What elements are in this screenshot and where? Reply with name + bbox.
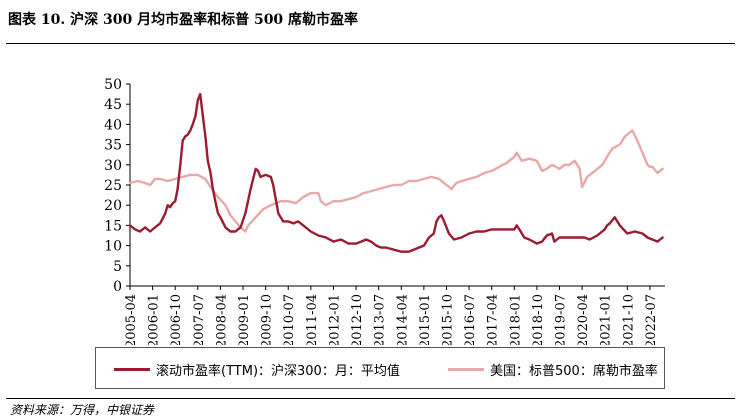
x-tick-label: 2012-10	[350, 294, 365, 345]
x-tick-label: 2015-10	[440, 294, 455, 345]
x-tick-label: 2012-01	[327, 294, 342, 345]
y-tick-label: 10	[104, 239, 122, 255]
y-tick-label: 15	[104, 218, 122, 234]
y-tick-label: 25	[104, 178, 122, 194]
x-tick-label: 2022-07	[644, 294, 659, 345]
x-tick-label: 2013-07	[373, 294, 388, 345]
legend-item-sp500: 美国：标普500：席勒市盈率	[448, 360, 658, 379]
y-tick-label: 0	[113, 279, 122, 295]
y-tick-label: 5	[113, 259, 122, 275]
x-tick-label: 2011-04	[305, 294, 320, 345]
y-tick-label: 40	[104, 117, 122, 133]
legend-swatch-hs300	[114, 367, 150, 371]
source-rule	[6, 398, 735, 399]
chart-legend: 滚动市盈率(TTM)：沪深300：月：平均值 美国：标普500：席勒市盈率	[95, 347, 665, 389]
y-tick-label: 20	[104, 198, 122, 214]
legend-swatch-sp500	[448, 367, 484, 371]
x-tick-label: 2005-04	[124, 294, 139, 345]
x-tick-label: 2021-01	[599, 294, 614, 345]
legend-label-hs300: 滚动市盈率(TTM)：沪深300：月：平均值	[156, 363, 400, 379]
x-tick-label: 2016-07	[463, 294, 478, 345]
y-tick-label: 35	[104, 138, 122, 154]
x-tick-label: 2010-07	[282, 294, 297, 345]
x-tick-label: 2018-10	[531, 294, 546, 345]
y-tick-label: 30	[104, 158, 122, 174]
x-tick-label: 2007-07	[192, 294, 207, 345]
x-tick-label: 2019-07	[554, 294, 569, 345]
y-tick-label: 45	[104, 97, 122, 113]
series-line-hs300	[128, 92, 664, 253]
x-tick-label: 2021-10	[621, 294, 636, 345]
x-tick-label: 2009-10	[260, 294, 275, 345]
y-tick-label: 50	[104, 77, 122, 93]
x-tick-label: 2014-04	[395, 294, 410, 345]
figure-source: 资料来源：万得，中银证券	[10, 403, 155, 417]
figure-title: 图表 10. 沪深 300 月均市盈率和标普 500 席勒市盈率	[8, 12, 359, 28]
line-chart: 0 5 10 15 20 25 30 35 40 45 50 2005-04 2006-01 2006-1…	[104, 77, 665, 345]
x-tick-label: 2017-04	[486, 294, 501, 345]
x-tick-label: 2018-01	[508, 294, 523, 345]
x-tick-label: 2006-01	[147, 294, 162, 345]
x-tick-label: 2009-01	[237, 294, 252, 345]
x-tick-label: 2008-04	[214, 294, 229, 345]
x-tick-label: 2015-01	[418, 294, 433, 345]
legend-label-sp500: 美国：标普500：席勒市盈率	[490, 363, 658, 379]
legend-item-hs300: 滚动市盈率(TTM)：沪深300：月：平均值	[114, 360, 400, 379]
title-rule	[6, 43, 735, 44]
x-tick-label: 2006-10	[169, 294, 184, 345]
x-tick-label: 2020-04	[576, 294, 591, 345]
series-line-sp500	[128, 129, 664, 233]
